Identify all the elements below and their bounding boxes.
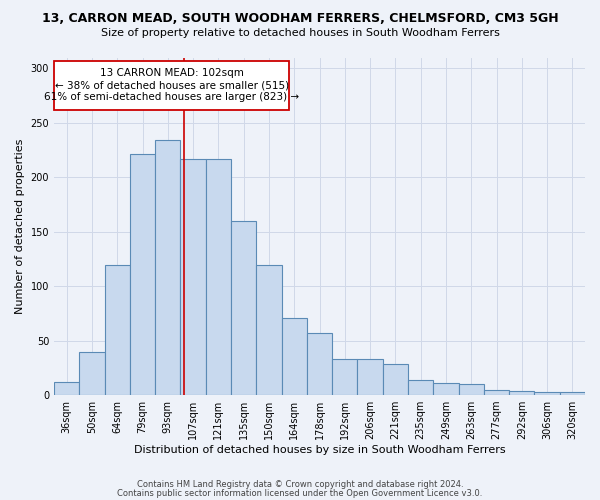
Text: Size of property relative to detached houses in South Woodham Ferrers: Size of property relative to detached ho… <box>101 28 499 38</box>
Bar <box>307 333 332 395</box>
Bar <box>54 382 79 395</box>
Text: Contains HM Land Registry data © Crown copyright and database right 2024.: Contains HM Land Registry data © Crown c… <box>137 480 463 489</box>
Text: 61% of semi-detached houses are larger (823) →: 61% of semi-detached houses are larger (… <box>44 92 299 102</box>
Bar <box>408 380 433 395</box>
X-axis label: Distribution of detached houses by size in South Woodham Ferrers: Distribution of detached houses by size … <box>134 445 505 455</box>
Text: ← 38% of detached houses are smaller (515): ← 38% of detached houses are smaller (51… <box>55 80 289 90</box>
Bar <box>206 159 231 395</box>
Text: 13, CARRON MEAD, SOUTH WOODHAM FERRERS, CHELMSFORD, CM3 5GH: 13, CARRON MEAD, SOUTH WOODHAM FERRERS, … <box>41 12 559 26</box>
Bar <box>256 266 281 395</box>
Bar <box>383 364 408 395</box>
Bar <box>104 266 130 395</box>
Bar <box>231 221 256 395</box>
Bar <box>433 383 458 395</box>
Bar <box>181 159 206 395</box>
Bar <box>458 384 484 395</box>
Bar <box>358 359 383 395</box>
Bar <box>535 392 560 395</box>
Bar <box>155 140 181 395</box>
Bar <box>560 392 585 395</box>
Bar <box>79 352 104 395</box>
Y-axis label: Number of detached properties: Number of detached properties <box>15 138 25 314</box>
Bar <box>332 359 358 395</box>
Bar <box>130 154 155 395</box>
Text: Contains public sector information licensed under the Open Government Licence v3: Contains public sector information licen… <box>118 488 482 498</box>
Text: 13 CARRON MEAD: 102sqm: 13 CARRON MEAD: 102sqm <box>100 68 244 78</box>
Bar <box>281 318 307 395</box>
Bar <box>509 390 535 395</box>
Bar <box>484 390 509 395</box>
FancyBboxPatch shape <box>54 61 289 110</box>
